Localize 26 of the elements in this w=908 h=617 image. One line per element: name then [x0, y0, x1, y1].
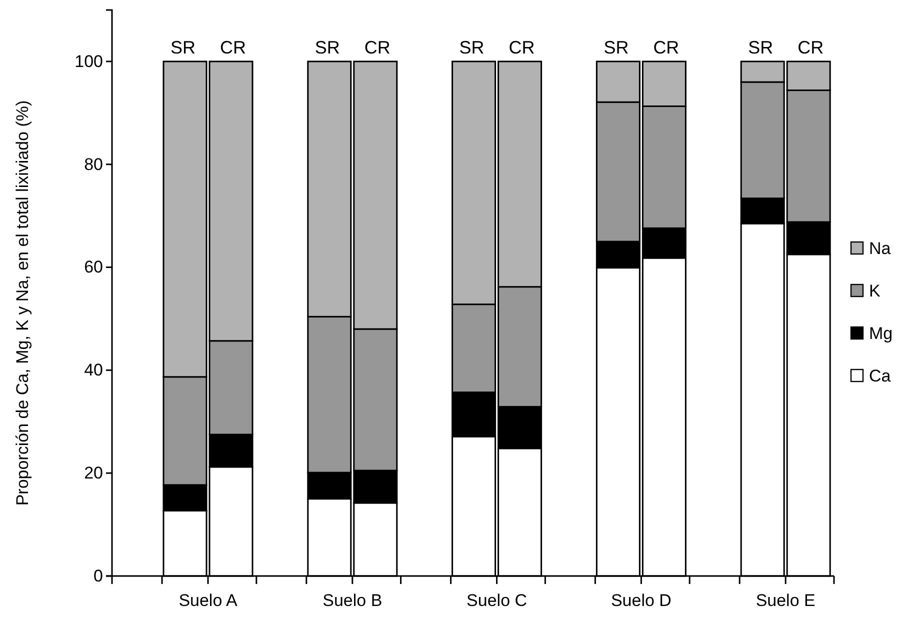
text: Suelo A: [178, 591, 238, 610]
legend-label: Na: [869, 239, 892, 258]
y-tick-label: 20: [84, 464, 103, 483]
y-tick-label: 0: [94, 566, 103, 586]
y-tick-label: 60: [84, 258, 103, 277]
y-axis-title: Proporción de Ca, Mg, K y Na, en el total lixiviado (%): [13, 100, 32, 506]
x-tick-label: SR: [314, 37, 340, 58]
y-tick-label: 100: [74, 52, 103, 71]
x-tick-label: SR: [748, 37, 774, 58]
x-tick-label: CR: [798, 37, 824, 58]
x-tick-label: SR: [604, 37, 629, 58]
x-tick-label: SR: [170, 37, 196, 58]
text: Suelo B: [322, 591, 382, 610]
x-tick-label: CR: [508, 37, 535, 58]
legend-label: K: [869, 282, 881, 300]
text: Suelo D: [610, 591, 672, 610]
legend-label: Mg: [869, 324, 893, 343]
x-tick-label: CR: [220, 37, 246, 58]
text: Suelo C: [466, 591, 528, 610]
x-tick-label: CR: [653, 37, 680, 58]
text: Suelo E: [756, 591, 816, 610]
x-tick-label: CR: [364, 37, 390, 58]
y-tick-label: 80: [84, 154, 103, 174]
x-tick-label: SR: [459, 37, 484, 58]
y-tick-label: 40: [84, 360, 103, 380]
legend-label: Ca: [869, 366, 892, 386]
